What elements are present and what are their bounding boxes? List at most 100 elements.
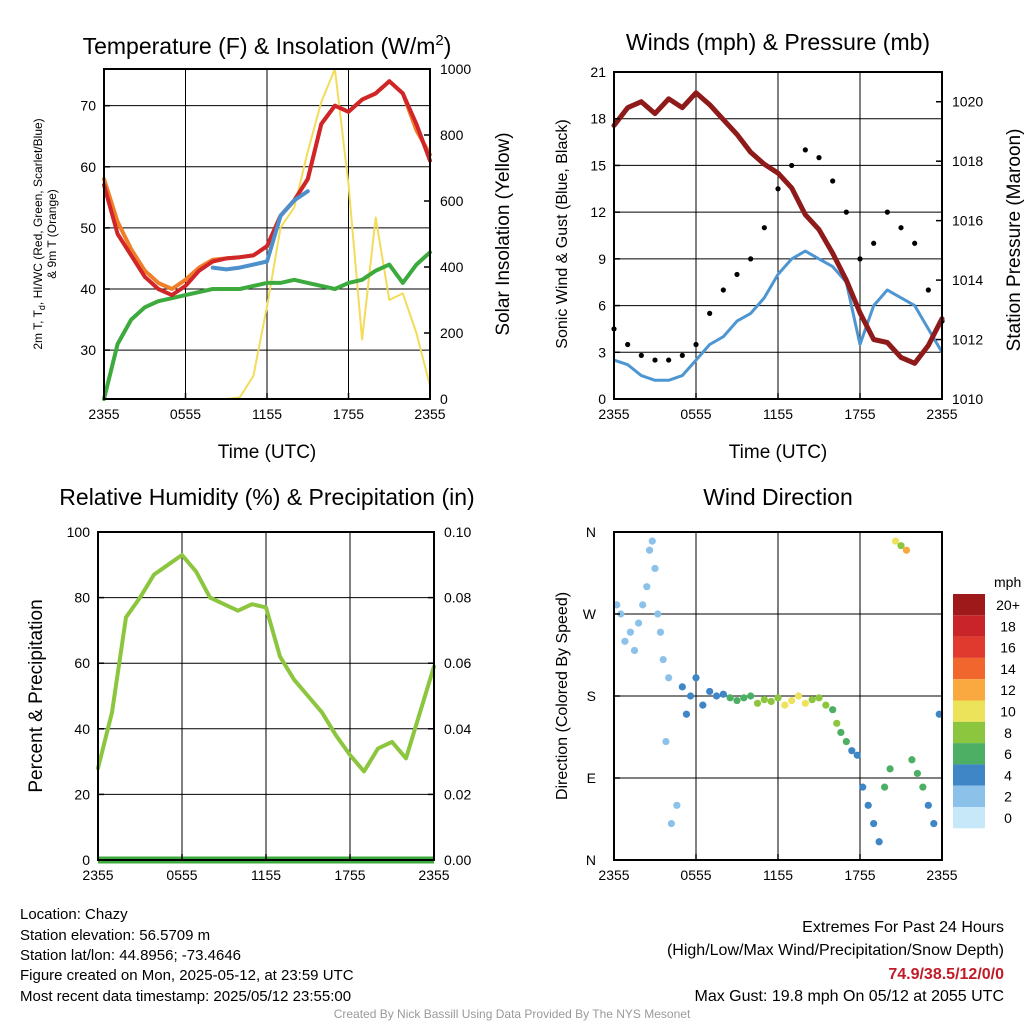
gust-point — [912, 240, 918, 246]
x-tick-label: 2355 — [926, 406, 957, 422]
y2-tick-label: 0.06 — [444, 655, 471, 671]
y2-tick-label: 200 — [440, 325, 464, 341]
direction-point — [833, 719, 841, 727]
colorbar-label: 2 — [1004, 789, 1012, 805]
direction-point — [651, 564, 659, 573]
direction-point — [686, 692, 695, 700]
direction-point — [654, 610, 662, 618]
direction-point — [673, 801, 681, 809]
extremes-title: Extremes For Past 24 Hours — [802, 919, 1004, 936]
x-tick-label: 2355 — [926, 867, 957, 883]
colorbar-swatch — [953, 700, 985, 722]
winds-series — [611, 90, 945, 382]
direction-point — [774, 694, 782, 702]
gust-point — [925, 287, 931, 293]
footer-elevation: Station elevation: 56.5709 m — [20, 927, 211, 944]
y2-tick-label: 0.10 — [444, 524, 471, 540]
colorbar-label: 16 — [1000, 640, 1016, 656]
colorbar-title: mph — [994, 574, 1021, 590]
colorbar-swatch — [953, 743, 985, 765]
y-tick-label: N — [586, 852, 596, 868]
y2-tick-label: 1012 — [952, 332, 983, 348]
temperature-xlabel: Time (UTC) — [218, 442, 317, 463]
colorbar-swatch — [953, 636, 985, 658]
colorbar-swatch — [953, 764, 985, 786]
y2-tick-label: 0.00 — [444, 852, 471, 868]
y-tick-label: 40 — [74, 721, 90, 737]
y2-tick-label: 0.08 — [444, 590, 471, 606]
colorbar-swatch — [953, 785, 985, 807]
humidity-panel: Relative Humidity (%) & Precipitation (i… — [26, 484, 475, 883]
y2-tick-label: 400 — [440, 259, 464, 275]
direction-point — [913, 769, 922, 778]
gust-point — [693, 341, 699, 348]
y-tick-label: 70 — [80, 98, 96, 114]
x-tick-label: 2355 — [414, 406, 445, 422]
y-tick-label: W — [583, 606, 597, 622]
direction-point — [667, 819, 676, 828]
direction-point — [645, 546, 654, 554]
gust-point — [666, 357, 672, 363]
direction-point — [648, 537, 656, 545]
y-tick-label: 100 — [67, 524, 91, 540]
colorbar-swatch — [953, 721, 985, 744]
y2-tick-label: 1000 — [440, 61, 471, 77]
gust-point — [884, 209, 890, 215]
direction-point — [767, 697, 775, 706]
direction-point — [726, 694, 734, 702]
series-line-wc — [210, 189, 310, 272]
direction-point — [630, 646, 639, 655]
x-tick-label: 0555 — [170, 406, 201, 422]
wind-direction-ylabel: Direction (Colored By Speed) — [554, 592, 571, 800]
direction-point — [740, 694, 748, 702]
footer-latlon: Station lat/lon: 44.8956; -73.4646 — [20, 947, 242, 964]
gust-point — [789, 162, 795, 169]
x-tick-label: 0555 — [166, 867, 197, 883]
y-tick-label: 21 — [590, 64, 606, 80]
gust-point — [707, 310, 713, 316]
x-tick-label: 1755 — [844, 867, 875, 883]
direction-point — [699, 701, 707, 709]
direction-point — [881, 783, 889, 791]
direction-point — [875, 838, 883, 846]
colorbar-swatch — [953, 615, 985, 637]
x-tick-label: 2355 — [418, 867, 449, 883]
gust-point — [816, 155, 822, 161]
x-tick-label: 0555 — [680, 406, 711, 422]
direction-point — [829, 706, 837, 714]
direction-point — [859, 783, 867, 791]
y-tick-label: 50 — [80, 220, 96, 236]
colorbar-label: 14 — [1000, 661, 1016, 677]
direction-point — [662, 737, 670, 746]
colorbar-label: 18 — [1000, 618, 1016, 634]
direction-point — [643, 583, 651, 591]
y-tick-label: 3 — [598, 344, 606, 360]
direction-point — [626, 628, 635, 636]
x-tick-label: 1755 — [333, 406, 364, 422]
colorbar-label: 8 — [1004, 725, 1012, 741]
temperature-grid — [104, 69, 430, 399]
y-tick-label: 0 — [598, 391, 606, 407]
direction-point — [692, 674, 700, 682]
wind-direction-panel: Wind Direction 2355 0555 1155 1755 2355NESWN… — [554, 484, 1021, 883]
gust-point — [761, 225, 767, 231]
credit-line: Created By Nick Bassill Using Data Provi… — [333, 1007, 691, 1021]
solar-ylabel: Solar Insolation (Yellow) — [493, 132, 514, 335]
x-tick-label: 2355 — [82, 867, 113, 883]
y2-tick-label: 0.02 — [444, 786, 471, 802]
gust-point — [857, 256, 863, 262]
direction-point — [891, 537, 900, 545]
direction-point — [808, 696, 816, 704]
direction-point — [788, 696, 796, 705]
y-tick-label: S — [587, 688, 596, 704]
direction-point — [848, 747, 856, 755]
direction-point — [656, 628, 665, 636]
colorbar-label: 6 — [1004, 746, 1012, 762]
y2-tick-label: 1014 — [952, 272, 983, 288]
direction-point — [864, 801, 872, 809]
y-tick-label: 80 — [74, 590, 90, 606]
humidity-ticks: 2355 0555 1155 1755 23550204060801000.000.02… — [67, 524, 472, 883]
direction-point — [822, 701, 830, 709]
y2-tick-label: 1020 — [952, 94, 983, 110]
